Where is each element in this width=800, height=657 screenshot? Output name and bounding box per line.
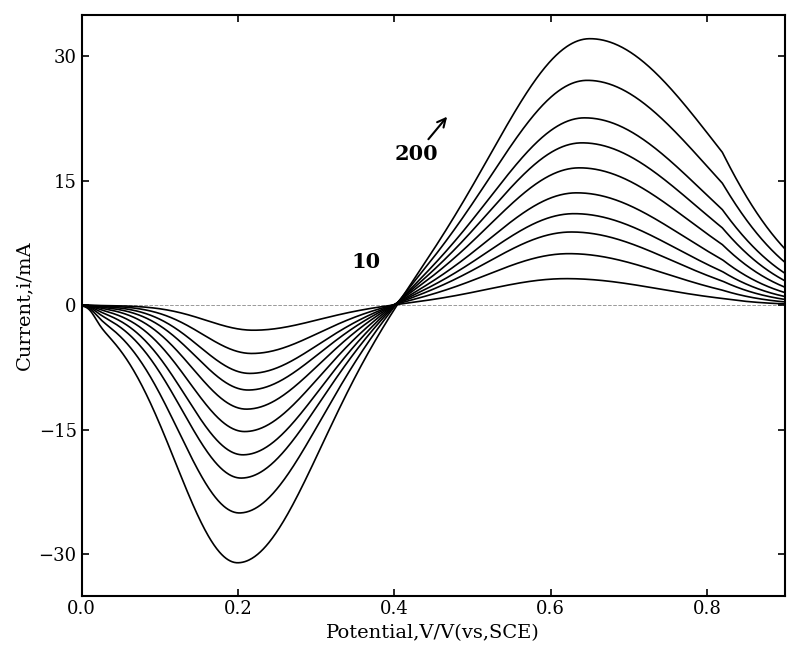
Text: 10: 10	[351, 252, 380, 272]
X-axis label: Potential,V/V(vs,SCE): Potential,V/V(vs,SCE)	[326, 624, 540, 642]
Y-axis label: Current,i/mA: Current,i/mA	[15, 240, 33, 370]
Text: 200: 200	[394, 118, 446, 164]
